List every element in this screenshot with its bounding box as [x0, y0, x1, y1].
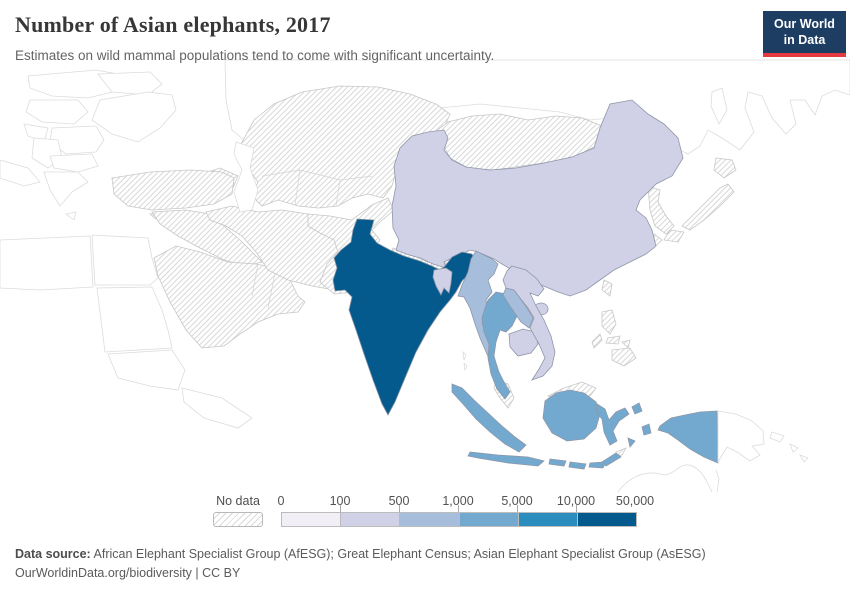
legend-tick-label: 5,000 [501, 494, 533, 508]
country-taiwan [601, 279, 613, 297]
attribution-link[interactable]: OurWorldinData.org/biodiversity | CC BY [15, 566, 241, 581]
page-title: Number of Asian elephants, 2017 [15, 12, 331, 37]
africa-outlines [0, 234, 253, 429]
europe-outlines [0, 69, 177, 221]
country-vietnam [502, 265, 556, 381]
legend-bin[interactable] [458, 513, 518, 526]
legend-tick-label: 500 [388, 494, 410, 508]
legend-tick-label: 50,000 [615, 494, 655, 508]
legend-tick-mark [576, 505, 577, 512]
data-source-line: Data source: African Elephant Specialist… [15, 545, 706, 564]
legend-tick-label: 0 [277, 494, 285, 508]
no-data-countries[interactable] [111, 85, 737, 457]
chart-footer: Data source: African Elephant Specialist… [15, 545, 706, 584]
country-philippines [591, 309, 637, 367]
data-source-text: African Elephant Specialist Group (AfESG… [90, 547, 706, 561]
country-india [332, 218, 478, 416]
legend-tick-mark [340, 505, 341, 512]
legend-tick-mark [458, 505, 459, 512]
country-turkey [111, 169, 235, 211]
legend-bin[interactable] [282, 513, 341, 526]
legend-tick-label: 1,000 [442, 494, 474, 508]
legend-tick-label: 100 [329, 494, 351, 508]
country-indonesia [451, 383, 719, 470]
owid-logo-line1: Our World [774, 17, 835, 31]
country-korea [647, 185, 675, 235]
country-cambodia [508, 328, 539, 357]
legend-tick-mark [399, 505, 400, 512]
legend-bar[interactable] [281, 512, 637, 527]
country-japan [647, 157, 737, 248]
data-countries[interactable] [332, 99, 719, 470]
legend-tick-mark [517, 505, 518, 512]
legend-bin[interactable] [340, 513, 400, 526]
chart-subtitle: Estimates on wild mammal populations ten… [15, 48, 495, 63]
no-data-label: No data [216, 494, 260, 508]
no-data-swatch[interactable] [213, 512, 263, 527]
country-bangladesh [432, 267, 453, 296]
legend-bin[interactable] [517, 513, 577, 526]
owid-logo-line2: in Data [783, 32, 826, 47]
legend-bin[interactable] [576, 513, 637, 526]
oceania-outlines [233, 141, 809, 493]
data-source-label: Data source: [15, 547, 91, 561]
legend-tick-label: 10,000 [556, 494, 596, 508]
country-arabia [153, 245, 306, 349]
legend-bin[interactable] [399, 513, 459, 526]
owid-logo[interactable]: Our World in Data [763, 11, 846, 58]
